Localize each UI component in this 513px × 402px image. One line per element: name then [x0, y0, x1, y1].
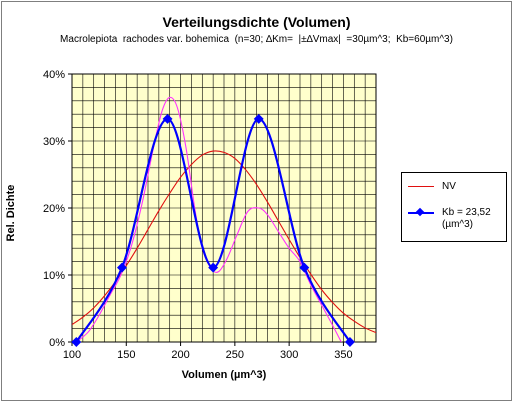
y-tick-label: 0%: [49, 337, 65, 349]
x-tick-label: 350: [334, 349, 352, 361]
chart-subtitle: Macrolepiota rachodes var. bohemica (n=3…: [60, 34, 453, 45]
data-point-kb: [344, 337, 355, 347]
data-point-kb: [208, 262, 219, 273]
legend-label-kb: Kb = 23,52 (µm^3): [442, 207, 491, 230]
x-tick-label: 250: [226, 349, 244, 361]
legend-label-nv: NV: [442, 181, 456, 192]
data-point-kb: [162, 113, 173, 124]
legend-swatch-nv: [408, 186, 434, 187]
x-tick-label: 150: [117, 349, 135, 361]
x-tick-label: 200: [171, 349, 189, 361]
x-tick-label: 100: [63, 349, 81, 361]
legend-marker-kb: [415, 207, 425, 217]
x-axis-label: Volumen (µm^3): [181, 369, 267, 381]
x-tick-label: 300: [280, 349, 298, 361]
y-tick-label: 40%: [43, 69, 65, 81]
chart-title: Verteilungsdichte (Volumen): [162, 14, 351, 30]
y-tick-label: 10%: [43, 270, 65, 282]
legend: NV Kb = 23,52 (µm^3): [401, 172, 507, 242]
y-axis-label: Rel. Dichte: [5, 184, 17, 242]
y-tick-label: 20%: [43, 203, 65, 215]
data-point-kb: [299, 262, 310, 273]
y-tick-label: 30%: [43, 136, 65, 148]
